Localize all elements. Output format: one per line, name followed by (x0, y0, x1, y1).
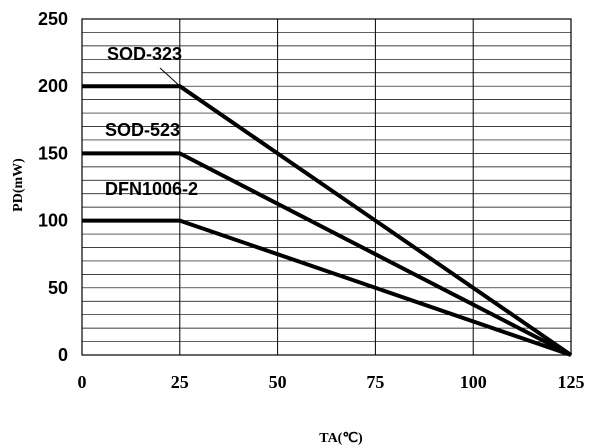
x-tick-label: 50 (269, 372, 287, 392)
series-line-sod-523 (82, 151, 572, 357)
series-label-dfn1006-2: DFN1006-2 (105, 179, 198, 199)
y-tick-label: 200 (38, 76, 68, 96)
grid (81, 18, 572, 356)
y-tick-label: 250 (38, 9, 68, 29)
series-line-dfn1006-2 (82, 218, 572, 357)
x-tick-label: 100 (460, 372, 487, 392)
x-tick-label: 25 (171, 372, 189, 392)
x-tick-label: 125 (558, 372, 585, 392)
y-axis-label: PD(mW) (11, 158, 26, 212)
tick-labels: 0 50 100 150 200 250 0 25 50 75 100 125 (38, 9, 585, 392)
y-tick-label: 100 (38, 211, 68, 231)
series-leader-lines (159, 67, 183, 89)
plot-frame (81, 18, 572, 356)
leader-line-sod-323 (159, 67, 183, 89)
y-tick-label: 0 (58, 345, 68, 365)
x-axis-label: TA(℃) (319, 431, 363, 446)
series-label-sod-523: SOD-523 (105, 120, 180, 140)
series-label-sod-323: SOD-323 (107, 44, 182, 64)
y-tick-label: 50 (48, 278, 68, 298)
series-labels: SOD-323 SOD-523 DFN1006-2 (105, 44, 198, 199)
x-tick-label: 0 (78, 372, 87, 392)
x-tick-label: 75 (366, 372, 384, 392)
plot-border (81, 18, 572, 356)
y-tick-label: 150 (38, 143, 68, 163)
